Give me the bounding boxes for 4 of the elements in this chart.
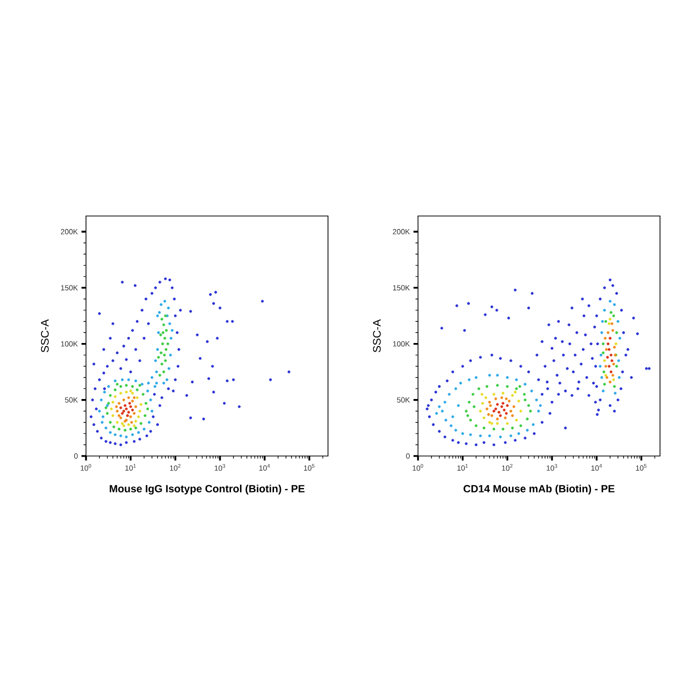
y-axis-title: SSC-A — [373, 319, 381, 352]
y-axis-title: SSC-A — [40, 319, 49, 352]
x-axis-title: CD14 Mouse mAb (Biotin) - PE — [464, 484, 614, 494]
x-axis-title: Mouse IgG Isotype Control (Biotin) - PE — [110, 484, 305, 494]
